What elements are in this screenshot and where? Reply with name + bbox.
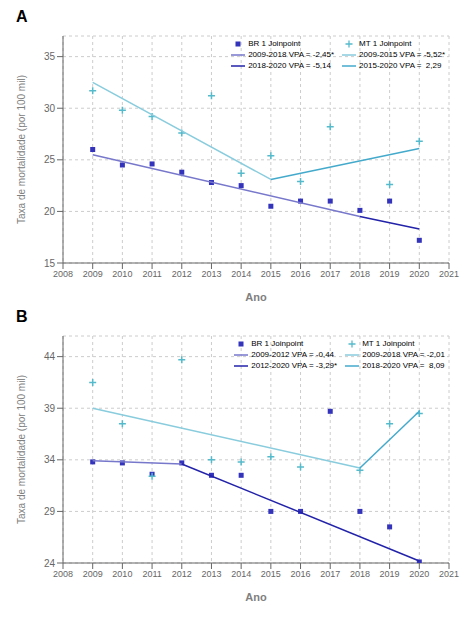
svg-text:Ano: Ano (245, 291, 267, 303)
svg-text:44: 44 (44, 351, 56, 362)
svg-text:2017: 2017 (320, 269, 340, 279)
svg-text:2012: 2012 (172, 569, 192, 579)
svg-text:2012: 2012 (172, 269, 192, 279)
svg-text:2009: 2009 (83, 569, 103, 579)
svg-text:29: 29 (44, 506, 56, 517)
svg-text:2017: 2017 (320, 569, 340, 579)
html-text:BR 1 Joinpoint: BR 1 Joinpoint (251, 339, 304, 348)
html-text:2012-2020 VPA = -3,29*: 2012-2020 VPA = -3,29* (251, 361, 338, 370)
svg-text:2008: 2008 (53, 569, 73, 579)
svg-text:2019: 2019 (380, 569, 400, 579)
svg-text:2011: 2011 (142, 269, 161, 279)
svg-text:35: 35 (44, 51, 56, 62)
svg-text:2015: 2015 (261, 569, 281, 579)
svg-text:2018: 2018 (350, 569, 370, 579)
svg-text:2014: 2014 (231, 269, 251, 279)
svg-text:15: 15 (44, 258, 56, 269)
svg-text:34: 34 (44, 454, 56, 465)
svg-text:25: 25 (44, 154, 56, 165)
html-text:BR 1 Joinpoint: BR 1 Joinpoint (248, 39, 301, 48)
svg-text:2008: 2008 (53, 269, 73, 279)
html-text:2018-2020 VPA = 8,09: 2018-2020 VPA = 8,09 (362, 361, 445, 370)
svg-text:2010: 2010 (112, 269, 132, 279)
svg-text:2020: 2020 (409, 269, 429, 279)
svg-text:2021: 2021 (439, 569, 459, 579)
html-text:MT 1 Joinpoint: MT 1 Joinpoint (359, 39, 412, 48)
svg-text:2016: 2016 (291, 269, 311, 279)
html-text:2009-2018 VPA = -2,45*: 2009-2018 VPA = -2,45* (248, 50, 335, 59)
svg-text:2014: 2014 (231, 569, 251, 579)
svg-text:20: 20 (44, 206, 56, 217)
svg-text:39: 39 (44, 403, 56, 414)
html-text:2009-2012 VPA = -0,44: 2009-2012 VPA = -0,44 (251, 350, 335, 359)
html-text:B: B (16, 308, 28, 325)
svg-text:Ano: Ano (245, 591, 267, 603)
svg-text:2015: 2015 (261, 269, 281, 279)
html-text:2009-2015 VPA = -5,52*: 2009-2015 VPA = -5,52* (359, 50, 445, 59)
svg-text:Taxa de mortalidade (por 100 m: Taxa de mortalidade (por 100 mil) (16, 75, 27, 224)
svg-text:2021: 2021 (439, 269, 459, 279)
svg-text:2011: 2011 (142, 569, 161, 579)
svg-text:Taxa de mortalidade (por 100 m: Taxa de mortalidade (por 100 mil) (16, 375, 27, 524)
svg-text:2013: 2013 (201, 569, 221, 579)
svg-text:2020: 2020 (409, 569, 429, 579)
svg-text:2018: 2018 (350, 269, 370, 279)
svg-text:2013: 2013 (201, 269, 221, 279)
svg-text:24: 24 (44, 558, 56, 569)
html-text:MT 1 Joinpoint: MT 1 Joinpoint (362, 339, 415, 348)
svg-text:2010: 2010 (112, 569, 132, 579)
html-text:A: A (16, 8, 28, 25)
html-text:2018-2020 VPA = -5,14: 2018-2020 VPA = -5,14 (248, 61, 331, 70)
svg-text:30: 30 (44, 103, 56, 114)
svg-text:2016: 2016 (291, 569, 311, 579)
svg-text:2009: 2009 (83, 269, 103, 279)
html-text:2015-2020 VPA = 2,29: 2015-2020 VPA = 2,29 (359, 61, 442, 70)
html-text:2009-2018 VPA = -2,01: 2009-2018 VPA = -2,01 (362, 350, 445, 359)
svg-text:2019: 2019 (380, 269, 400, 279)
